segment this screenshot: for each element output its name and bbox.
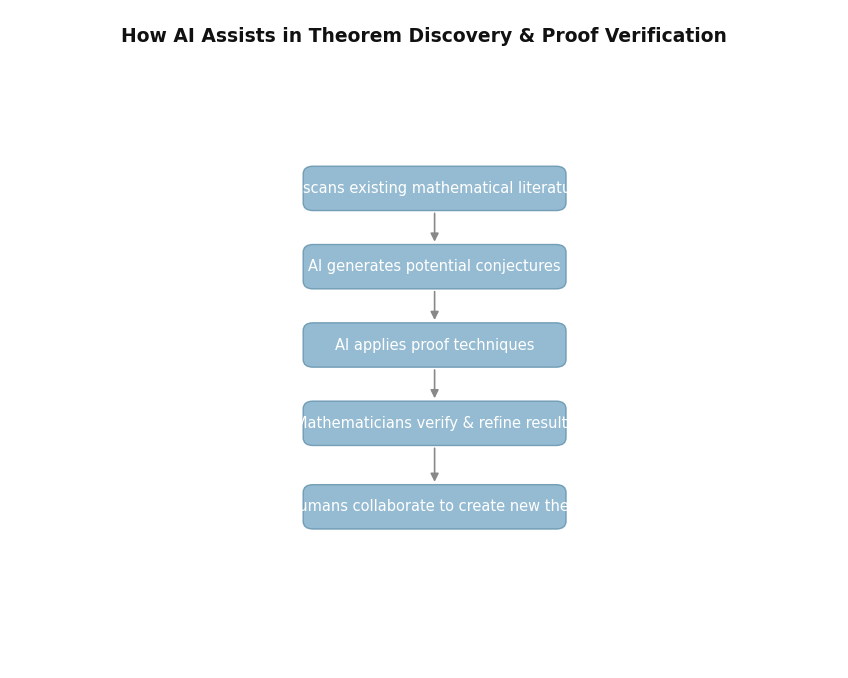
FancyBboxPatch shape bbox=[303, 245, 566, 289]
FancyBboxPatch shape bbox=[303, 401, 566, 445]
Text: AI scans existing mathematical literature: AI scans existing mathematical literatur… bbox=[283, 181, 586, 196]
Text: AI & humans collaborate to create new theorems: AI & humans collaborate to create new th… bbox=[254, 499, 615, 515]
Text: AI generates potential conjectures: AI generates potential conjectures bbox=[309, 259, 561, 274]
FancyBboxPatch shape bbox=[303, 323, 566, 367]
FancyBboxPatch shape bbox=[303, 166, 566, 211]
Text: AI applies proof techniques: AI applies proof techniques bbox=[335, 338, 534, 353]
FancyBboxPatch shape bbox=[303, 485, 566, 529]
Text: Mathematicians verify & refine results: Mathematicians verify & refine results bbox=[294, 416, 575, 431]
Text: How AI Assists in Theorem Discovery & Proof Verification: How AI Assists in Theorem Discovery & Pr… bbox=[121, 27, 727, 46]
